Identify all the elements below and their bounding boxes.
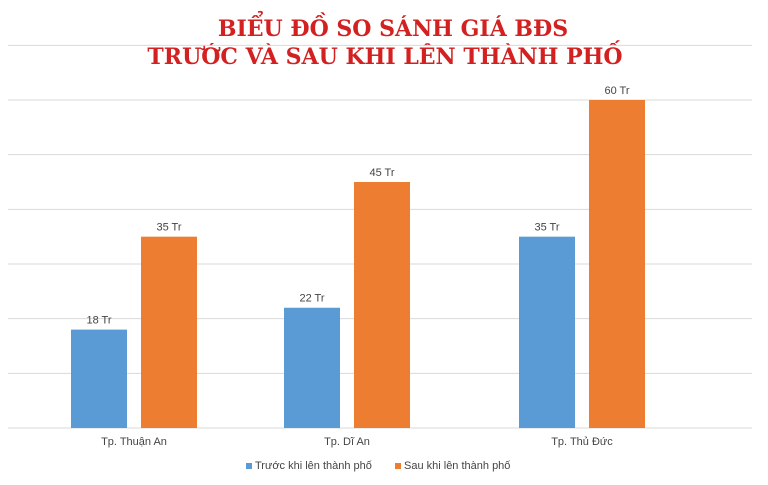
data-label: 60 Tr — [604, 85, 629, 97]
legend-label: Trước khi lên thành phố — [255, 460, 372, 472]
data-label: 35 Tr — [156, 222, 181, 234]
data-label: 18 Tr — [86, 315, 111, 327]
legend-swatch — [395, 463, 401, 469]
data-labels: 18 Tr 35 Tr 22 Tr 45 Tr 35 Tr 60 Tr — [86, 85, 629, 327]
chart-title-line-2: TRƯỚC VÀ SAU KHI LÊN THÀNH PHỐ — [147, 40, 622, 70]
bar — [71, 329, 127, 428]
data-label: 22 Tr — [299, 293, 324, 305]
legend-label: Sau khi lên thành phố — [404, 460, 510, 472]
bar — [284, 307, 340, 428]
data-label: 45 Tr — [369, 167, 394, 179]
x-tick-label: Tp. Dĩ An — [324, 436, 370, 448]
x-tick-label: Tp. Thủ Đức — [551, 436, 613, 448]
bar — [589, 100, 645, 428]
legend-swatch — [246, 463, 252, 469]
x-tick-label: Tp. Thuận An — [101, 436, 167, 448]
data-label: 35 Tr — [534, 222, 559, 234]
bar — [354, 182, 410, 428]
bar — [141, 236, 197, 428]
x-axis: Tp. Thuận An Tp. Dĩ An Tp. Thủ Đức — [101, 436, 613, 448]
bars — [71, 100, 645, 428]
chart-title-line-1: BIỂU ĐỒ SO SÁNH GIÁ BĐS — [218, 11, 568, 42]
bar — [519, 236, 575, 428]
legend: Trước khi lên thành phố Sau khi lên thành… — [246, 460, 510, 472]
